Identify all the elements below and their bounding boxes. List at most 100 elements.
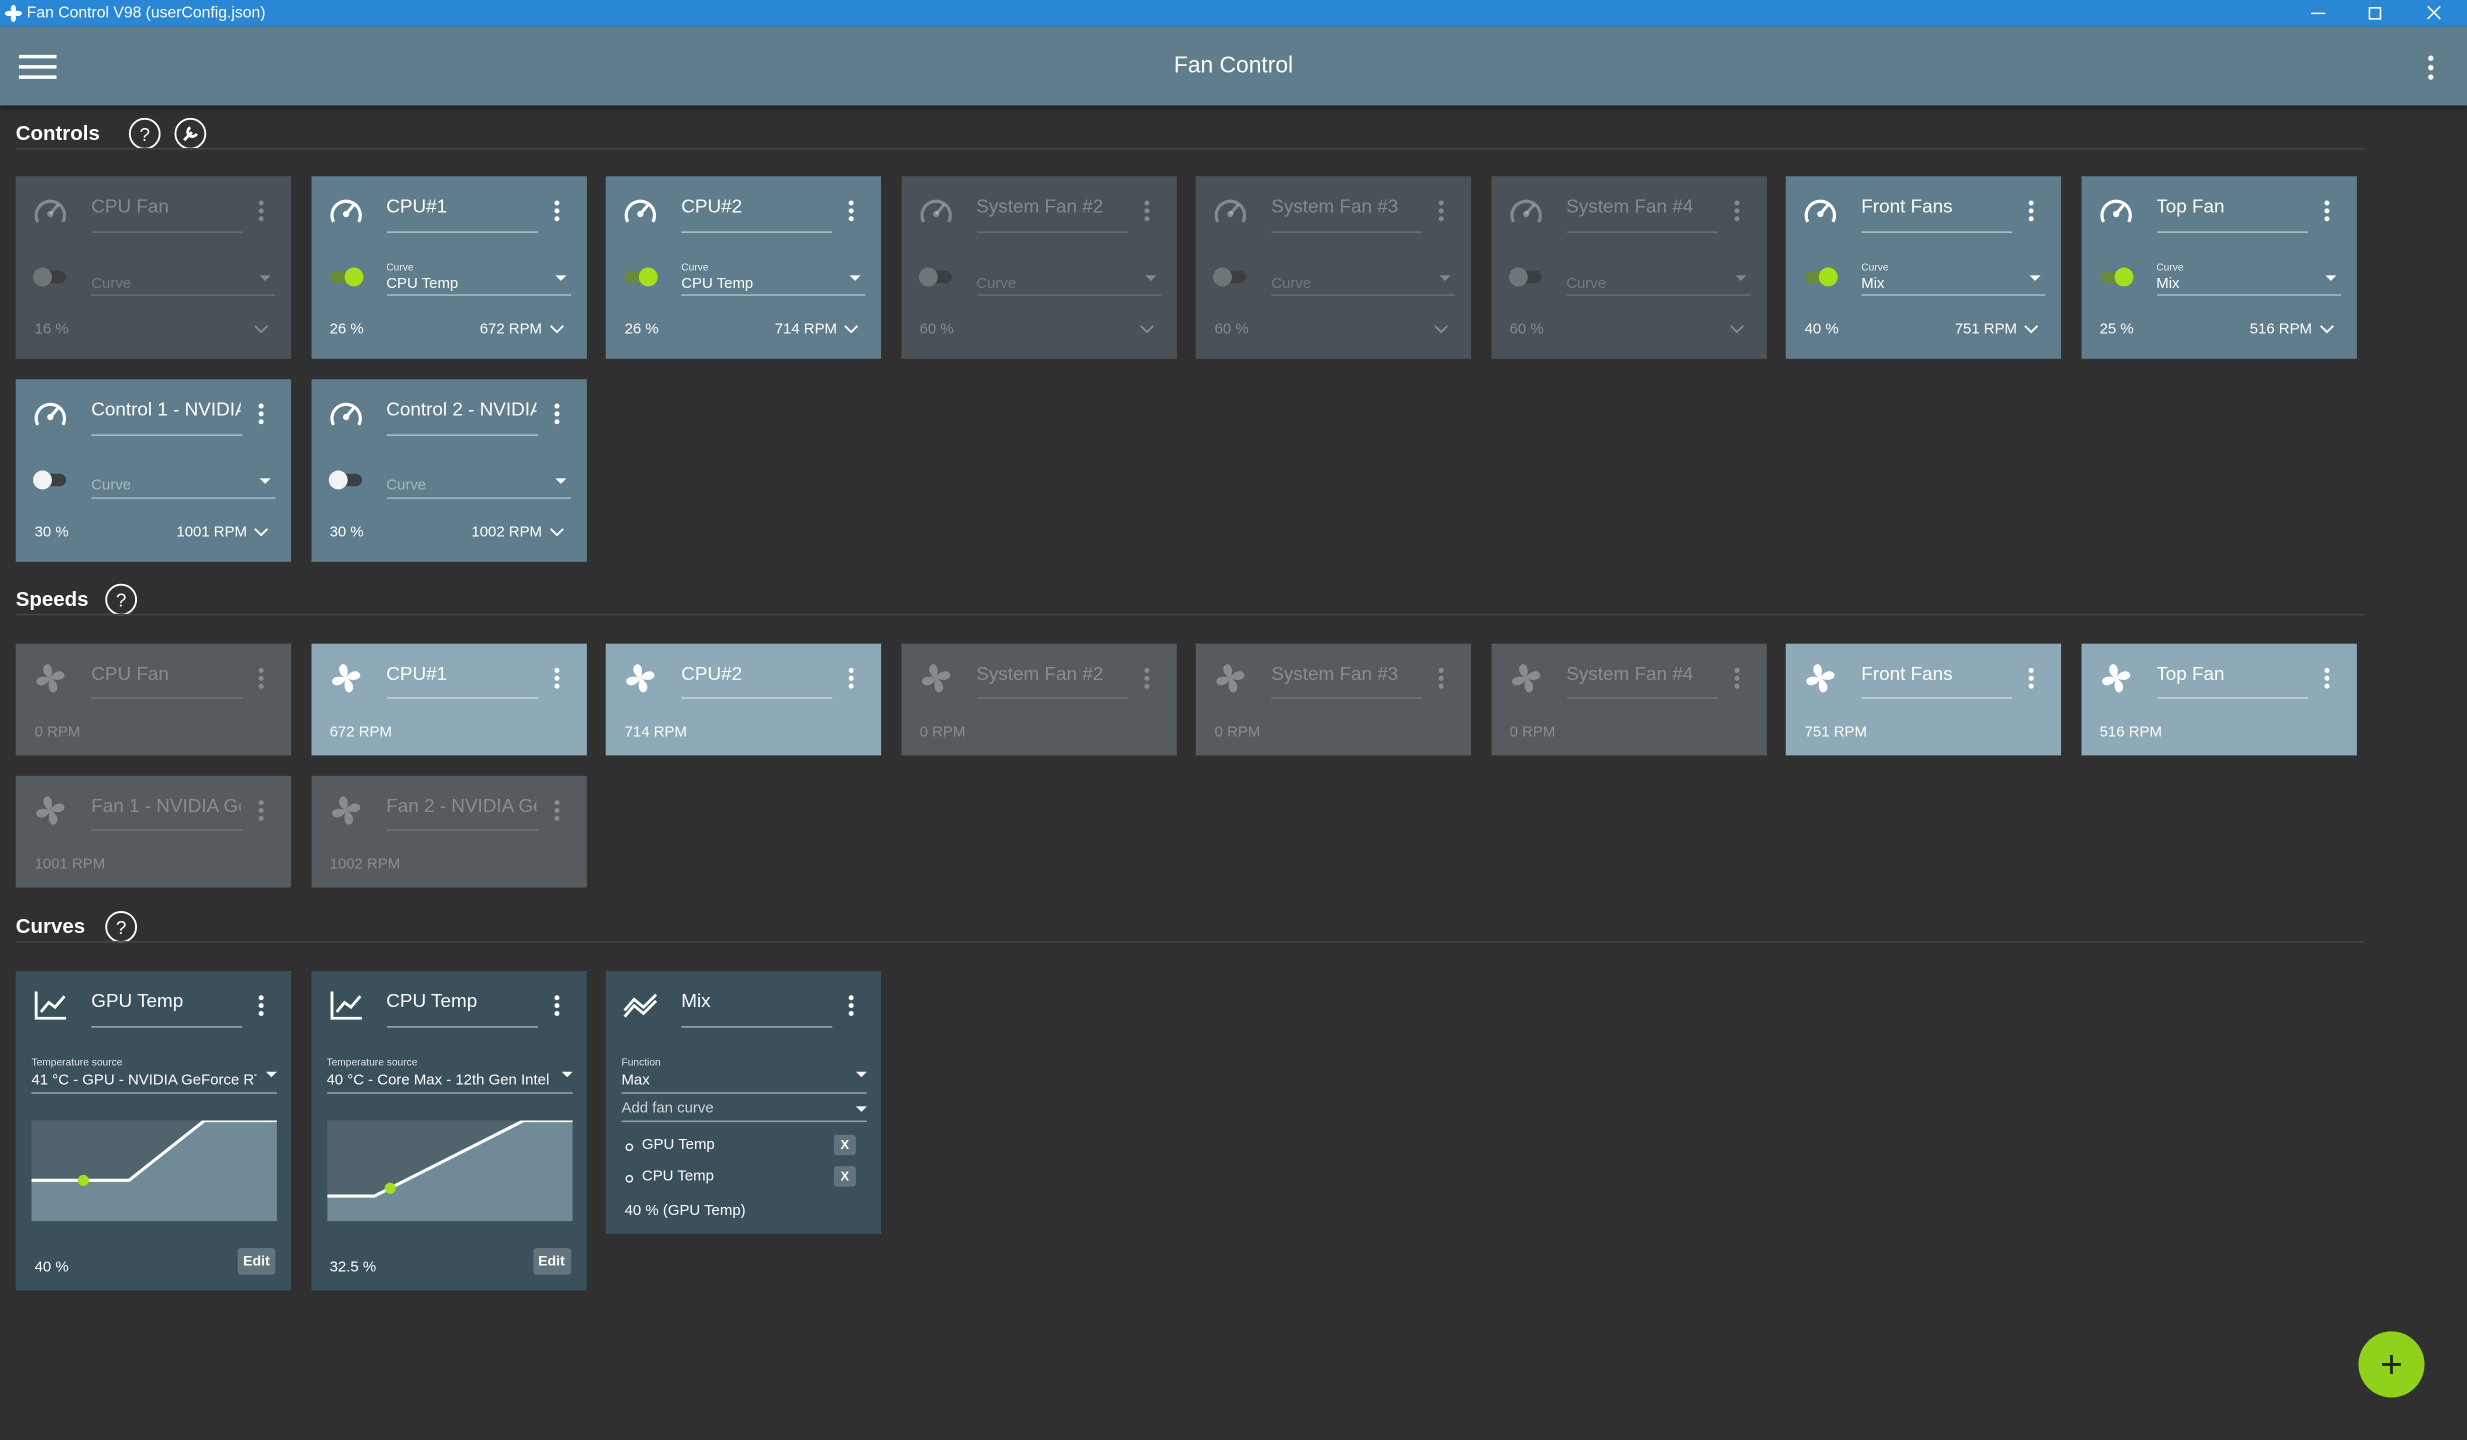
card-menu[interactable] (551, 799, 560, 824)
card-menu[interactable] (256, 403, 265, 428)
curve-placeholder[interactable]: Curve (91, 275, 132, 293)
add-fan-curve[interactable]: Add fan curve (621, 1100, 714, 1118)
speed-card: CPU#2 714 RPM (605, 643, 882, 756)
expand-chevron[interactable] (548, 324, 565, 335)
curve-value[interactable]: Mix (2156, 275, 2180, 293)
more-button[interactable] (2425, 55, 2438, 80)
card-menu[interactable] (2321, 667, 2330, 692)
edit-button[interactable]: Edit (532, 1247, 571, 1275)
curve-dropdown-arrow[interactable] (2324, 274, 2338, 283)
card-menu[interactable] (551, 200, 560, 225)
curve-value[interactable]: Mix (1861, 275, 1885, 293)
card-menu[interactable] (2321, 200, 2330, 225)
function-value[interactable]: Max (621, 1071, 650, 1090)
source-value[interactable]: 41 °C - GPU - NVIDIA GeForce RTX (31, 1071, 257, 1090)
enable-toggle[interactable] (30, 467, 71, 492)
card-menu[interactable] (551, 995, 560, 1020)
source-dropdown-arrow[interactable] (265, 1070, 279, 1079)
curve-underline (1566, 294, 1751, 296)
curve-dropdown-arrow[interactable] (554, 477, 568, 486)
card-menu[interactable] (256, 667, 265, 692)
card-menu[interactable] (551, 403, 560, 428)
expand-chevron[interactable] (548, 527, 565, 538)
enable-toggle[interactable] (325, 264, 366, 289)
curve-dropdown-arrow[interactable] (1734, 274, 1748, 283)
curve-placeholder[interactable]: Curve (976, 275, 1017, 293)
card-menu[interactable] (1436, 200, 1445, 225)
expand-chevron[interactable] (2318, 324, 2335, 335)
curve-value[interactable]: CPU Temp (681, 275, 754, 293)
card-menu[interactable] (846, 667, 855, 692)
function-dropdown-arrow[interactable] (855, 1070, 869, 1079)
curve-dropdown-arrow[interactable] (2029, 274, 2043, 283)
curve-dropdown-arrow[interactable] (1144, 274, 1158, 283)
enable-toggle[interactable] (30, 264, 71, 289)
gauge-icon (329, 199, 362, 223)
card-menu[interactable] (2026, 200, 2035, 225)
help-icon[interactable]: ? (127, 116, 162, 151)
curve-dropdown-arrow[interactable] (259, 274, 273, 283)
rpm: 751 RPM (1804, 723, 1867, 742)
curve-dropdown-arrow[interactable] (849, 274, 863, 283)
enable-toggle[interactable] (1505, 264, 1546, 289)
curve-dropdown-arrow[interactable] (554, 274, 568, 283)
section-title: Speeds (15, 587, 89, 611)
card-menu[interactable] (1731, 200, 1740, 225)
expand-chevron[interactable] (2023, 324, 2040, 335)
rpm: 0 RPM (919, 723, 966, 742)
curve-placeholder[interactable]: Curve (1271, 275, 1312, 293)
remove-button[interactable]: X (833, 1134, 856, 1156)
add-dropdown-arrow[interactable] (855, 1105, 869, 1114)
curve-value[interactable]: CPU Temp (386, 275, 459, 293)
enable-toggle[interactable] (620, 264, 661, 289)
card-menu[interactable] (1141, 667, 1150, 692)
name-underline (1861, 231, 2013, 233)
speed-name: CPU Fan (91, 662, 169, 685)
help-icon[interactable]: ? (103, 910, 138, 945)
speed-card: CPU Fan 0 RPM (15, 643, 292, 756)
curve-placeholder[interactable]: Curve (386, 476, 427, 495)
card-menu[interactable] (256, 200, 265, 225)
expand-chevron[interactable] (253, 527, 270, 538)
curve-dropdown-arrow[interactable] (1439, 274, 1453, 283)
speed-card: System Fan #4 0 RPM (1490, 643, 1767, 756)
card-menu[interactable] (256, 995, 265, 1020)
window-controls[interactable] (2297, 0, 2454, 27)
settings-icon[interactable] (173, 116, 208, 151)
curve-placeholder[interactable]: Curve (1566, 275, 1607, 293)
enable-toggle[interactable] (915, 264, 956, 289)
card-menu[interactable] (256, 799, 265, 824)
source-value[interactable]: 40 °C - Core Max - 12th Gen Intel ( (326, 1071, 552, 1090)
app-icon (4, 4, 23, 23)
remove-button[interactable]: X (833, 1166, 856, 1187)
percent: 30 % (329, 524, 364, 542)
source-dropdown-arrow[interactable] (560, 1070, 574, 1079)
name-underline (386, 231, 538, 233)
card-menu[interactable] (846, 995, 855, 1020)
enable-toggle[interactable] (1800, 264, 1841, 289)
card-menu[interactable] (1436, 667, 1445, 692)
card-menu[interactable] (2026, 667, 2035, 692)
curve-placeholder[interactable]: Curve (91, 476, 132, 495)
expand-chevron[interactable] (253, 324, 270, 335)
card-menu[interactable] (846, 200, 855, 225)
expand-chevron[interactable] (1433, 324, 1450, 335)
enable-toggle[interactable] (325, 467, 366, 492)
card-menu[interactable] (1141, 200, 1150, 225)
expand-chevron[interactable] (843, 324, 860, 335)
expand-chevron[interactable] (1728, 324, 1745, 335)
enable-toggle[interactable] (1210, 264, 1251, 289)
rpm: 0 RPM (1214, 723, 1261, 742)
edit-button[interactable]: Edit (237, 1247, 276, 1275)
add-button[interactable] (2357, 1330, 2426, 1399)
menu-button[interactable] (18, 54, 57, 81)
speed-card: Fan 2 - NVIDIA GeF 1002 RPM (310, 775, 587, 888)
enable-toggle[interactable] (2095, 264, 2136, 289)
card-menu[interactable] (551, 667, 560, 692)
title-bar: Fan Control V98 (userConfig.json) (0, 0, 2467, 27)
help-icon[interactable]: ? (103, 582, 138, 617)
expand-chevron[interactable] (1138, 324, 1155, 335)
curve-dropdown-arrow[interactable] (259, 477, 273, 486)
card-menu[interactable] (1731, 667, 1740, 692)
